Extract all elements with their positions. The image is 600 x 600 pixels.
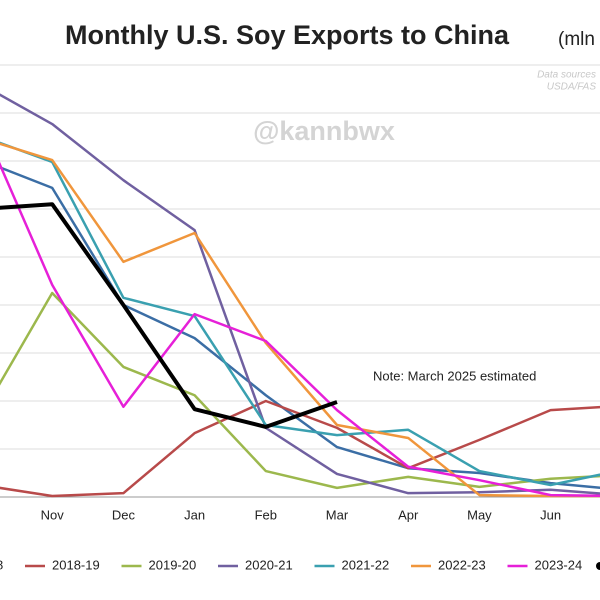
line xyxy=(0,161,600,497)
x-tick-label: Mar xyxy=(326,507,349,522)
x-tick-label: Feb xyxy=(255,507,277,522)
line xyxy=(0,93,600,495)
legend-label: 2020-21 xyxy=(245,557,293,572)
legend-label: 2022-23 xyxy=(438,557,486,572)
legend-label: 2019-20 xyxy=(149,557,197,572)
x-tick-label: Dec xyxy=(112,507,136,522)
legend-label: 2017-18 xyxy=(0,557,3,572)
legend-marker xyxy=(596,562,600,570)
legend-label: 2021-22 xyxy=(342,557,390,572)
line xyxy=(0,166,600,489)
chart-title: Monthly U.S. Soy Exports to China xyxy=(65,20,510,50)
source: Data sources xyxy=(537,70,596,81)
line xyxy=(0,202,338,429)
source: USDA/FAS xyxy=(547,82,597,93)
legend-label: 2018-19 xyxy=(52,557,100,572)
line xyxy=(0,142,600,498)
units: (mln xyxy=(558,29,595,50)
x-tick-label: Jan xyxy=(184,507,205,522)
annotation: Note: March 2025 estimated xyxy=(373,368,536,383)
x-tick-label: Jun xyxy=(540,507,561,522)
line xyxy=(0,141,600,487)
x-tick-label: Apr xyxy=(398,507,419,522)
line xyxy=(0,291,600,490)
x-tick-label: Nov xyxy=(41,507,65,522)
watermark: @kannbwx xyxy=(253,116,395,146)
legend-label: 2023-24 xyxy=(535,557,583,572)
grid xyxy=(0,64,600,498)
x-tick-label: May xyxy=(467,507,492,522)
